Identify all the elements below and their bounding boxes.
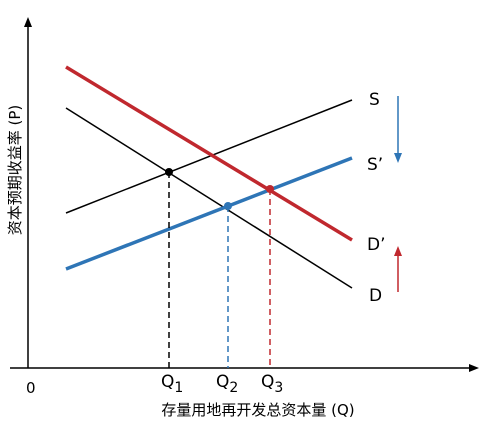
equilibrium-point-2 [224, 202, 232, 210]
x-axis-title: 存量用地再开发总资本量 (Q) [161, 401, 354, 419]
demand-curve-d [65, 107, 353, 289]
equilibrium-point-3 [266, 185, 274, 193]
q2-letter: Q [216, 372, 229, 392]
q3-letter: Q [261, 372, 274, 392]
q1-letter: Q [161, 372, 174, 392]
q1-subscript: 1 [174, 380, 183, 396]
label-q3: Q3 [261, 372, 283, 396]
label-d-prime: D’ [367, 235, 386, 255]
q3-subscript: 3 [274, 380, 283, 396]
label-s: S [369, 90, 380, 110]
label-d: D [369, 286, 382, 306]
y-axis-title: 资本预期收益率 (P) [6, 105, 24, 236]
demand-curve-d-prime [65, 65, 353, 242]
equilibrium-point-1 [165, 168, 173, 176]
label-q1: Q1 [161, 372, 183, 396]
origin-label: 0 [26, 379, 36, 397]
supply-curve-s [65, 99, 353, 214]
label-q2: Q2 [216, 372, 238, 396]
supply-curve-s-prime [65, 156, 353, 271]
q2-subscript: 2 [229, 380, 238, 396]
label-s-prime: S’ [367, 155, 383, 175]
